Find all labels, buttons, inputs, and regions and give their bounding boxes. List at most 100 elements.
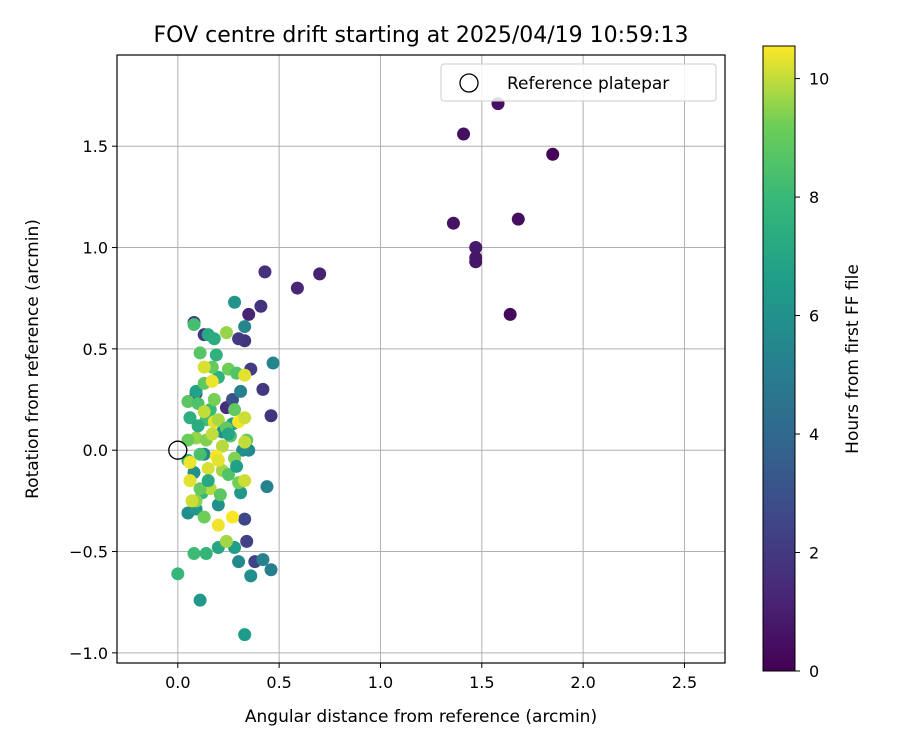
data-point: [238, 435, 252, 449]
data-point: [240, 534, 254, 548]
x-tick-label: 1.5: [469, 673, 494, 692]
data-point: [197, 510, 211, 524]
x-axis-label: Angular distance from reference (arcmin): [245, 707, 597, 727]
data-points: [171, 97, 560, 642]
colorbar: 0 2 4 6 8 10 Hours from first FF file: [762, 45, 863, 681]
y-tick-label: 0.5: [83, 340, 108, 359]
data-point: [207, 393, 221, 407]
data-point: [242, 307, 256, 321]
data-point: [256, 382, 270, 396]
chart-title: FOV centre drift starting at 2025/04/19 …: [154, 23, 689, 48]
colorbar-tick-label: 0: [809, 662, 819, 681]
data-point: [189, 384, 203, 398]
data-point: [266, 356, 280, 370]
data-point: [219, 326, 233, 340]
data-point: [264, 409, 278, 423]
data-point: [238, 474, 252, 488]
y-tick-label: 1.5: [83, 137, 108, 156]
data-point: [205, 427, 219, 441]
data-point: [201, 474, 215, 488]
legend-box: [440, 63, 717, 102]
reference-platepar-marker: [168, 440, 188, 460]
data-point: [238, 411, 252, 425]
data-point: [211, 453, 225, 467]
data-point: [230, 459, 244, 473]
data-point: [234, 384, 248, 398]
data-point: [221, 468, 235, 482]
y-axis-ticks: −1.0 −0.5 0.0 0.5 1.0 1.5: [69, 137, 117, 663]
data-point: [226, 510, 240, 524]
data-point: [228, 403, 242, 417]
data-point: [511, 212, 525, 226]
legend-entry-reference-platepar: Reference platepar: [507, 74, 669, 94]
y-axis-label: Rotation from reference (arcmin): [23, 219, 43, 499]
data-point: [503, 307, 517, 321]
x-tick-label: 2.0: [570, 673, 595, 692]
data-point: [213, 488, 227, 502]
data-point: [238, 368, 252, 382]
colorbar-tick-label: 6: [809, 307, 819, 326]
data-point: [290, 281, 304, 295]
data-point: [201, 461, 215, 475]
x-axis-ticks: 0.0 0.5 1.0 1.5 2.0 2.5: [165, 663, 697, 692]
data-point: [191, 419, 205, 433]
data-point: [171, 567, 185, 581]
data-point: [205, 374, 219, 388]
data-point: [211, 518, 225, 532]
data-point: [193, 482, 207, 496]
y-tick-label: 1.0: [83, 239, 108, 258]
data-point: [232, 332, 246, 346]
data-point: [232, 555, 246, 569]
colorbar-tick-label: 4: [809, 425, 819, 444]
data-point: [185, 494, 199, 508]
data-point: [183, 411, 197, 425]
data-point: [181, 395, 195, 409]
data-point: [313, 267, 327, 281]
colorbar-tick-label: 10: [809, 70, 829, 89]
data-point: [181, 433, 195, 447]
data-point: [193, 346, 207, 360]
x-tick-label: 0.0: [165, 673, 190, 692]
data-point: [226, 393, 240, 407]
data-point: [207, 332, 221, 346]
data-point: [197, 405, 211, 419]
data-point: [228, 295, 242, 309]
data-point: [264, 563, 278, 577]
legend: Reference platepar: [440, 63, 717, 102]
legend-marker-icon: [459, 73, 479, 93]
data-point: [215, 439, 229, 453]
data-point: [193, 447, 207, 461]
colorbar-tick-label: 2: [809, 544, 819, 563]
data-point: [209, 348, 223, 362]
data-point: [244, 569, 258, 583]
x-tick-label: 1.0: [368, 673, 393, 692]
x-tick-label: 2.5: [672, 673, 697, 692]
data-point: [469, 255, 483, 269]
x-tick-label: 0.5: [266, 673, 291, 692]
grid-lines: [117, 55, 725, 663]
data-point: [193, 593, 207, 607]
data-point: [221, 427, 235, 441]
data-point: [238, 320, 252, 334]
data-point: [256, 553, 270, 567]
plot-area-frame: [116, 54, 726, 664]
data-point: [457, 127, 471, 141]
data-point: [183, 455, 197, 469]
data-point: [469, 241, 483, 255]
colorbar-gradient: [762, 45, 796, 672]
y-tick-label: −1.0: [69, 644, 108, 663]
colorbar-tick-label: 8: [809, 188, 819, 207]
data-point: [446, 216, 460, 230]
data-point: [258, 265, 272, 279]
data-point: [211, 498, 225, 512]
data-point: [254, 299, 268, 313]
data-point: [197, 360, 211, 374]
data-point: [238, 628, 252, 642]
data-point: [199, 547, 213, 561]
data-point: [238, 512, 252, 526]
data-point: [187, 547, 201, 561]
data-point: [211, 413, 225, 427]
data-point: [260, 480, 274, 494]
data-point: [219, 534, 233, 548]
